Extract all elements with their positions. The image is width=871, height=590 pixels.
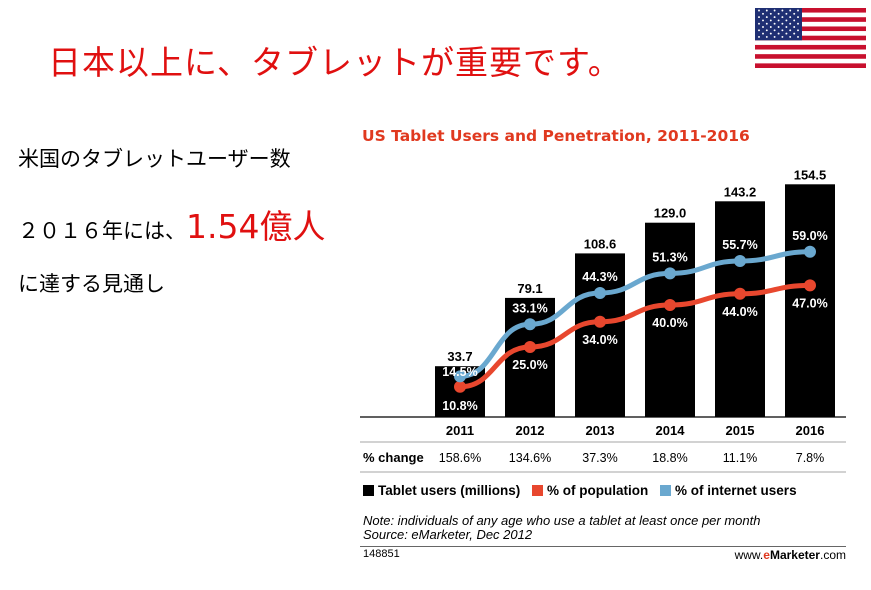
line-point-population-2012 bbox=[524, 341, 536, 353]
bar-2014 bbox=[645, 222, 695, 417]
legend-item-users: Tablet users (millions) bbox=[363, 483, 520, 498]
legend-swatch-internet bbox=[660, 485, 672, 496]
brand-e: e bbox=[763, 548, 770, 562]
internet-value-label: 59.0% bbox=[792, 229, 827, 243]
footer-rule bbox=[360, 546, 846, 547]
line-point-internet-2014 bbox=[664, 267, 676, 280]
chart-plot: 33.7 79.1 108.6 129.0 143.2 154.5 10.8% 25.0% 3… bbox=[360, 167, 846, 473]
legend-swatch-users bbox=[363, 485, 374, 496]
side-text-line3: に達する見通し bbox=[18, 272, 165, 296]
chart-id: 148851 bbox=[363, 548, 400, 560]
side-text-line1: 米国のタブレットユーザー数 bbox=[18, 147, 291, 171]
x-tick-label: 2016 bbox=[796, 423, 825, 438]
population-value-label: 40.0% bbox=[652, 316, 687, 330]
population-value-label: 47.0% bbox=[792, 296, 827, 310]
chart-legend: Tablet users (millions) % of population … bbox=[363, 483, 805, 498]
bar-2013 bbox=[575, 253, 625, 417]
pct-change-value: 134.6% bbox=[509, 451, 551, 465]
pct-change-value: 37.3% bbox=[582, 451, 617, 465]
pct-change-label: % change bbox=[363, 450, 424, 465]
line-point-population-2011 bbox=[454, 380, 466, 393]
bar-value-label: 143.2 bbox=[724, 184, 757, 199]
population-value-label: 34.0% bbox=[582, 333, 617, 347]
x-tick-label: 2011 bbox=[446, 423, 474, 438]
line-point-population-2015 bbox=[734, 287, 746, 300]
x-tick-label: 2015 bbox=[726, 423, 755, 438]
bar-value-label: 33.7 bbox=[447, 349, 472, 364]
population-value-label: 44.0% bbox=[722, 305, 757, 319]
bar-value-label: 79.1 bbox=[517, 281, 542, 296]
side-text-highlight: 1.54億人 bbox=[186, 207, 326, 246]
legend-item-internet: % of internet users bbox=[660, 483, 797, 498]
legend-label-internet: % of internet users bbox=[675, 483, 797, 498]
internet-value-label: 55.7% bbox=[722, 238, 757, 252]
bar-value-label: 108.6 bbox=[584, 236, 617, 251]
line-point-population-2016 bbox=[804, 279, 816, 292]
side-text-prefix: ２０１６年には、 bbox=[18, 219, 186, 243]
chart-title: US Tablet Users and Penetration, 2011-20… bbox=[362, 127, 750, 145]
line-point-internet-2013 bbox=[594, 287, 606, 299]
slide-headline: 日本以上に、タブレットが重要です。 bbox=[48, 43, 622, 82]
note-text: Note: individuals of any age who use a t… bbox=[363, 513, 761, 528]
chart-note: Note: individuals of any age who use a t… bbox=[363, 514, 760, 542]
line-point-internet-2015 bbox=[734, 255, 746, 267]
us-flag-icon bbox=[755, 8, 866, 68]
bar-value-label: 154.5 bbox=[794, 167, 827, 182]
side-text-line2: ２０１６年には、1.54億人 bbox=[18, 200, 325, 248]
internet-value-label: 33.1% bbox=[512, 301, 547, 315]
x-tick-label: 2014 bbox=[656, 423, 686, 438]
legend-label-users: Tablet users (millions) bbox=[378, 483, 521, 498]
line-point-internet-2016 bbox=[804, 245, 816, 258]
legend-label-population: % of population bbox=[547, 483, 649, 498]
legend-swatch-population bbox=[532, 485, 544, 496]
brand-url: www.eMarketer.com bbox=[700, 548, 846, 562]
brand-prefix: www. bbox=[734, 548, 764, 562]
internet-value-label: 51.3% bbox=[652, 250, 687, 264]
bar-value-label: 129.0 bbox=[654, 206, 687, 221]
source-text: Source: eMarketer, Dec 2012 bbox=[363, 527, 533, 542]
legend-item-population: % of population bbox=[532, 483, 648, 498]
line-point-internet-2012 bbox=[524, 318, 536, 331]
line-point-population-2013 bbox=[594, 315, 606, 328]
pct-change-value: 158.6% bbox=[439, 451, 481, 465]
line-point-internet-2011 bbox=[454, 370, 466, 383]
pct-change-value: 11.1% bbox=[723, 451, 758, 465]
population-value-label: 10.8% bbox=[442, 399, 477, 413]
line-point-population-2014 bbox=[664, 299, 676, 311]
x-tick-label: 2012 bbox=[516, 423, 545, 438]
brand-name: Marketer bbox=[769, 548, 820, 562]
bar-2015 bbox=[715, 201, 765, 417]
bar-2012 bbox=[505, 297, 555, 417]
population-value-label: 25.0% bbox=[512, 358, 547, 372]
bar-2016 bbox=[785, 184, 835, 417]
internet-value-label: 44.3% bbox=[582, 270, 617, 284]
brand-suffix: .com bbox=[819, 548, 846, 562]
x-tick-label: 2013 bbox=[586, 423, 615, 438]
pct-change-value: 7.8% bbox=[796, 451, 825, 465]
pct-change-value: 18.8% bbox=[652, 451, 687, 465]
internet-value-label: 14.5% bbox=[442, 365, 477, 379]
